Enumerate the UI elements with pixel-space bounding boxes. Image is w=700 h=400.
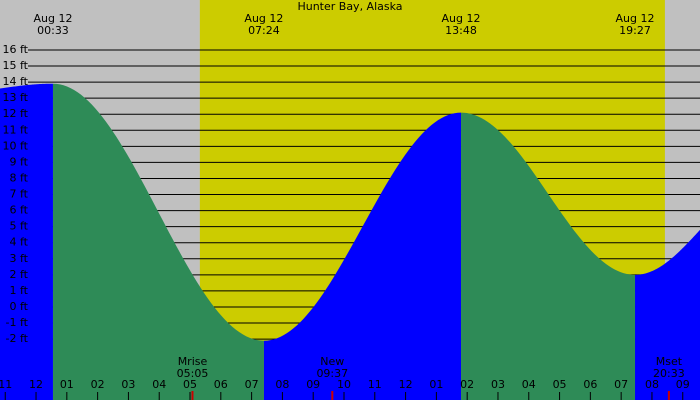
event-time: 00:33 bbox=[37, 24, 69, 37]
rising-tide bbox=[263, 112, 462, 400]
x-tick-label: 02 bbox=[460, 378, 474, 391]
x-tick-label: 05 bbox=[183, 378, 197, 391]
x-tick-label: 01 bbox=[60, 378, 74, 391]
y-tick-label: 11 ft bbox=[3, 123, 29, 136]
y-tick-label: 15 ft bbox=[3, 59, 29, 72]
moon-time: 05:05 bbox=[177, 367, 209, 380]
event-time: 13:48 bbox=[445, 24, 477, 37]
event-time: 19:27 bbox=[619, 24, 651, 37]
y-tick-label: 8 ft bbox=[10, 171, 29, 184]
falling-tide bbox=[461, 112, 636, 400]
moon-time: 09:37 bbox=[316, 367, 348, 380]
y-tick-label: 4 ft bbox=[10, 236, 29, 249]
x-tick-label: 04 bbox=[152, 378, 166, 391]
x-tick-label: 05 bbox=[553, 378, 567, 391]
moon-label: New bbox=[320, 355, 344, 368]
x-tick-label: 11 bbox=[0, 378, 12, 391]
x-tick-label: 12 bbox=[399, 378, 413, 391]
x-tick-label: 12 bbox=[29, 378, 43, 391]
x-tick-label: 06 bbox=[214, 378, 228, 391]
y-tick-label: 0 ft bbox=[10, 300, 29, 313]
x-tick-label: 10 bbox=[337, 378, 351, 391]
y-tick-label: 1 ft bbox=[10, 284, 29, 297]
falling-tide bbox=[52, 83, 264, 400]
y-tick-label: 3 ft bbox=[10, 252, 29, 265]
event-date: Aug 12 bbox=[616, 12, 655, 25]
x-tick-label: 03 bbox=[121, 378, 135, 391]
x-tick-label: 04 bbox=[522, 378, 536, 391]
y-tick-label: 5 ft bbox=[10, 220, 29, 233]
moon-label: Mset bbox=[656, 355, 683, 368]
x-tick-label: 08 bbox=[645, 378, 659, 391]
y-tick-label: 2 ft bbox=[10, 268, 29, 281]
chart-title: Hunter Bay, Alaska bbox=[297, 0, 402, 13]
rising-tide bbox=[0, 83, 53, 400]
y-tick-label: 13 ft bbox=[3, 91, 29, 104]
y-tick-label: -1 ft bbox=[6, 316, 29, 329]
y-tick-label: 12 ft bbox=[3, 107, 29, 120]
event-date: Aug 12 bbox=[244, 12, 283, 25]
y-tick-label: 16 ft bbox=[3, 43, 29, 56]
x-tick-label: 08 bbox=[275, 378, 289, 391]
x-tick-label: 06 bbox=[583, 378, 597, 391]
x-tick-label: 11 bbox=[368, 378, 382, 391]
x-tick-label: 07 bbox=[245, 378, 259, 391]
x-tick-label: 02 bbox=[91, 378, 105, 391]
y-tick-label: 9 ft bbox=[10, 155, 29, 168]
y-tick-label: 6 ft bbox=[10, 204, 29, 217]
x-tick-label: 09 bbox=[306, 378, 320, 391]
x-tick-label: 09 bbox=[676, 378, 690, 391]
event-date: Aug 12 bbox=[442, 12, 481, 25]
y-tick-label: 14 ft bbox=[3, 75, 29, 88]
moon-time: 20:33 bbox=[653, 367, 685, 380]
moon-label: Mrise bbox=[178, 355, 208, 368]
event-date: Aug 12 bbox=[33, 12, 72, 25]
y-tick-label: -2 ft bbox=[6, 332, 29, 345]
x-tick-label: 03 bbox=[491, 378, 505, 391]
x-tick-label: 07 bbox=[614, 378, 628, 391]
event-time: 07:24 bbox=[248, 24, 280, 37]
rising-tide bbox=[635, 229, 700, 400]
y-tick-label: 7 ft bbox=[10, 188, 29, 201]
y-tick-label: 10 ft bbox=[3, 139, 29, 152]
x-tick-label: 01 bbox=[429, 378, 443, 391]
